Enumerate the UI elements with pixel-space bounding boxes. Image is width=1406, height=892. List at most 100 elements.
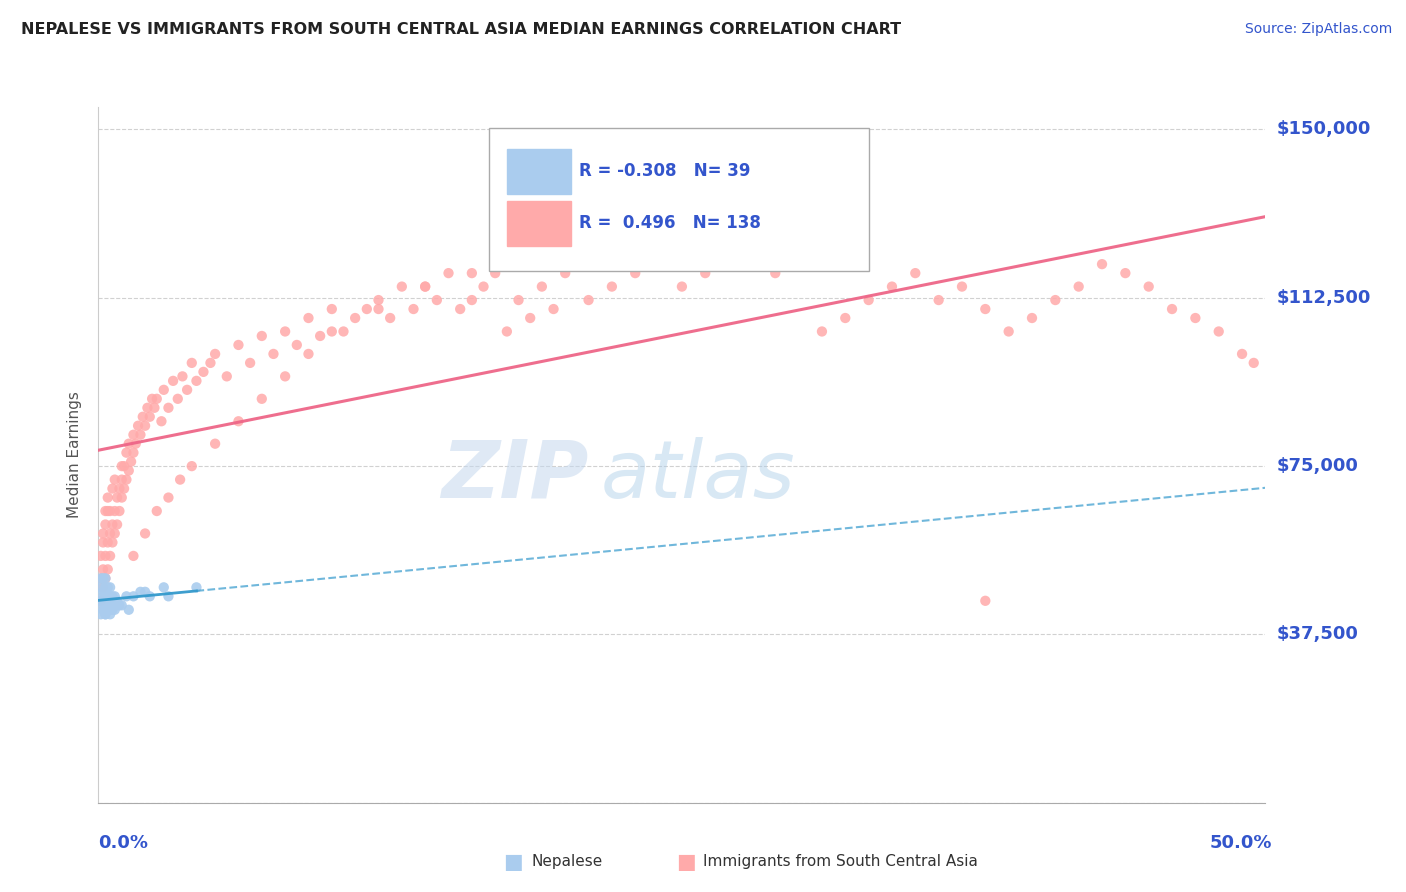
Point (122, 445, 145, 459)
Point (122, 590, 145, 604)
Point (530, 279, 553, 293)
Point (111, 473, 134, 487)
Point (332, 325, 354, 339)
Point (356, 301, 378, 316)
Point (122, 427, 145, 442)
Point (125, 436, 148, 450)
Point (90, 571, 112, 585)
Point (508, 293, 530, 307)
Point (118, 464, 141, 478)
Point (98, 607, 121, 622)
Point (157, 491, 180, 505)
Point (367, 301, 389, 316)
Point (118, 436, 141, 450)
Point (101, 482, 124, 496)
Point (94, 580, 117, 594)
Point (115, 590, 138, 604)
Point (228, 338, 250, 352)
Point (974, 594, 997, 608)
Text: $75,000: $75,000 (1277, 457, 1358, 475)
Point (104, 504, 127, 518)
Point (1230, 347, 1253, 361)
Point (671, 279, 693, 293)
Point (169, 473, 191, 487)
Point (1021, 311, 1043, 326)
Point (519, 311, 541, 326)
Point (200, 356, 222, 370)
Point (112, 459, 135, 474)
Point (172, 369, 194, 384)
Point (152, 580, 174, 594)
Point (127, 418, 149, 433)
Point (250, 329, 273, 343)
Point (162, 374, 184, 388)
Point (150, 414, 173, 428)
Point (134, 418, 156, 433)
Point (297, 347, 319, 361)
Point (1091, 257, 1114, 271)
Point (193, 365, 215, 379)
Text: atlas: atlas (600, 437, 794, 515)
Point (274, 325, 297, 339)
Point (176, 383, 198, 397)
Text: $112,500: $112,500 (1277, 289, 1371, 307)
Point (554, 266, 576, 280)
Point (136, 401, 159, 415)
Point (141, 392, 163, 406)
Point (787, 257, 810, 271)
Point (97, 504, 120, 518)
Point (367, 293, 389, 307)
Point (146, 504, 169, 518)
Point (118, 603, 141, 617)
Point (321, 325, 343, 339)
Point (94, 504, 117, 518)
Point (105, 517, 128, 532)
Point (120, 455, 142, 469)
Point (1243, 356, 1265, 370)
Text: R = -0.308   N= 39: R = -0.308 N= 39 (579, 162, 751, 180)
Point (152, 383, 174, 397)
Point (309, 329, 332, 343)
Point (250, 392, 273, 406)
Point (104, 603, 127, 617)
Point (111, 459, 134, 474)
Point (90, 580, 112, 594)
Point (180, 356, 202, 370)
Point (98, 549, 121, 563)
Point (204, 436, 226, 450)
Point (91, 603, 114, 617)
Text: $150,000: $150,000 (1277, 120, 1371, 138)
Point (105, 594, 128, 608)
Point (600, 279, 623, 293)
Point (129, 584, 152, 599)
Point (461, 266, 484, 280)
Point (94, 607, 117, 622)
Point (228, 414, 250, 428)
Point (554, 248, 576, 262)
Point (1184, 311, 1206, 326)
Point (1137, 279, 1160, 293)
Point (543, 301, 565, 316)
Text: 50.0%: 50.0% (1211, 834, 1272, 852)
FancyBboxPatch shape (489, 128, 869, 270)
Point (139, 590, 162, 604)
Point (91, 584, 114, 599)
Point (157, 401, 180, 415)
FancyBboxPatch shape (506, 149, 571, 194)
Point (647, 257, 669, 271)
Point (101, 517, 124, 532)
Point (1208, 325, 1230, 339)
Point (97, 603, 120, 617)
Point (90, 594, 112, 608)
Point (413, 279, 436, 293)
Point (112, 482, 135, 496)
Point (122, 549, 145, 563)
Point (186, 580, 208, 594)
Point (91, 526, 114, 541)
Point (262, 347, 284, 361)
Point (997, 325, 1019, 339)
Point (98, 580, 121, 594)
Point (134, 584, 156, 599)
Point (90, 571, 112, 585)
Point (104, 473, 127, 487)
